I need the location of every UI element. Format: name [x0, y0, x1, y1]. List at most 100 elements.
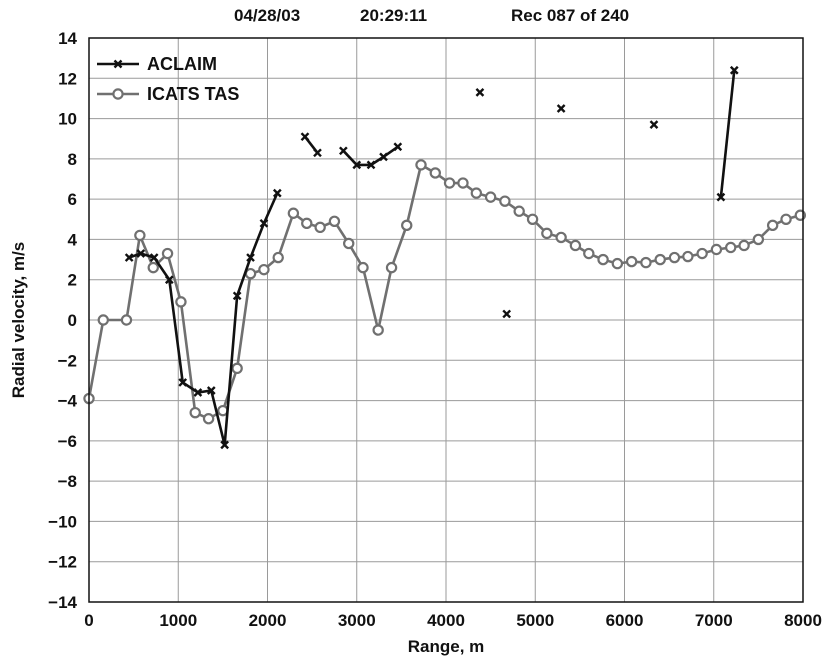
y-tick-label: −4: [58, 392, 78, 411]
aclaim-point: [246, 253, 255, 262]
icats-tas-point: [597, 253, 609, 266]
y-tick-label: −6: [58, 432, 77, 451]
icats-tas-point: [231, 362, 243, 375]
aclaim-point: [232, 291, 242, 301]
y-tick-label: −12: [48, 553, 77, 572]
aclaim-point: [300, 132, 310, 142]
icats-tas-point: [301, 217, 313, 230]
aclaim-marker-stroke: [220, 440, 230, 450]
icats-tas-point: [372, 324, 384, 336]
aclaim-marker-stroke: [502, 309, 512, 319]
aclaim-marker-stroke: [193, 388, 203, 397]
aclaim-marker-stroke: [149, 253, 159, 262]
icats-tas-point: [161, 247, 174, 260]
aclaim-point: [206, 386, 216, 395]
icats-tas-point: [752, 233, 765, 246]
icats-tas-point: [147, 261, 159, 274]
icats-tas-point: [258, 263, 270, 276]
icats-tas-point: [175, 296, 187, 308]
aclaim-point: [339, 146, 348, 156]
aclaim-marker-stroke: [649, 120, 659, 129]
icats-tas-point: [443, 177, 456, 189]
aclaim-point: [113, 59, 123, 69]
aclaim-marker-stroke: [556, 104, 566, 113]
aclaim-point: [502, 309, 512, 319]
x-axis-title: Range, m: [408, 637, 485, 656]
aclaim-point: [352, 160, 362, 170]
icats-tas-point: [780, 213, 792, 225]
aclaim-point: [178, 378, 188, 387]
aclaim-marker-stroke: [136, 249, 146, 258]
x-tick-label: 7000: [695, 611, 733, 630]
icats-tas-point: [385, 261, 398, 274]
header-time: 20:29:11: [360, 6, 428, 25]
aclaim-point: [164, 275, 174, 285]
x-tick-label: 0: [84, 611, 93, 630]
aclaim-point: [729, 65, 739, 75]
icats-tas-point: [415, 159, 427, 171]
icats-tas-point: [738, 239, 750, 252]
icats-tas-point: [541, 227, 553, 240]
aclaim-marker-stroke: [124, 253, 134, 262]
aclaim-marker-stroke: [259, 218, 269, 228]
icats-tas-point: [287, 207, 300, 219]
icats-tas-point: [328, 215, 341, 227]
aclaim-marker-stroke: [716, 192, 726, 202]
legend-icats-marker: [112, 88, 124, 100]
icats-tas-point: [134, 229, 146, 242]
aclaim-marker-stroke: [352, 160, 362, 170]
aclaim-marker-stroke: [164, 275, 174, 285]
y-tick-label: 2: [68, 271, 77, 290]
icats-tas-point: [484, 191, 497, 203]
icats-tas-point: [766, 219, 779, 232]
aclaim-point: [149, 253, 159, 262]
y-tick-label: 12: [58, 69, 77, 88]
aclaim-point: [649, 120, 659, 129]
aclaim-line: [719, 70, 736, 198]
icats-tas-point: [583, 247, 595, 260]
icats-tas-point: [555, 231, 567, 244]
icats-tas-point: [357, 261, 369, 274]
y-tick-label: 0: [68, 311, 77, 330]
x-tick-labels: 0 1000 2000 3000 4000 5000 6000 7000 8000: [84, 611, 822, 630]
icats-tas-point: [696, 247, 708, 260]
icats-tas-point: [457, 177, 469, 189]
icats-tas-point: [202, 413, 215, 425]
aclaim-point: [379, 152, 388, 162]
aclaim-marker-stroke: [313, 148, 322, 158]
icats-tas-line: [87, 162, 801, 421]
y-axis-title: Radial velocity, m/s: [9, 242, 28, 399]
x-tick-label: 5000: [516, 611, 554, 630]
aclaim-marker-stroke: [232, 291, 242, 301]
icats-tas-point: [429, 167, 441, 179]
series-layer: [83, 65, 807, 450]
header-date: 04/28/03: [234, 6, 301, 25]
aclaim-marker-stroke: [339, 146, 348, 156]
aclaim-line: [342, 145, 399, 167]
x-tick-label: 6000: [606, 611, 644, 630]
series-aclaim: [124, 65, 739, 450]
icats-tas-point: [569, 239, 582, 252]
aclaim-point: [124, 253, 134, 262]
x-tick-label: 3000: [338, 611, 376, 630]
y-tick-label: 14: [58, 29, 77, 48]
icats-tas-point: [526, 213, 539, 225]
icats-tas-point: [189, 406, 201, 419]
icats-tas-point: [682, 250, 694, 263]
aclaim-marker-stroke: [366, 160, 376, 170]
aclaim-marker-stroke: [393, 142, 403, 152]
y-tick-label: 8: [68, 150, 77, 169]
x-tick-label: 4000: [427, 611, 465, 630]
aclaim-marker-stroke: [178, 378, 188, 387]
aclaim-point: [136, 249, 146, 258]
aclaim-marker-stroke: [300, 132, 310, 142]
y-tick-label: 4: [68, 230, 78, 249]
y-tick-labels: −14 −12 −10 −8 −6 −4 −2 0 2 4 6 8 10 12 14: [48, 29, 77, 612]
icats-tas-point: [668, 251, 681, 264]
aclaim-point: [313, 148, 322, 158]
aclaim-point: [716, 192, 726, 202]
icats-tas-point: [499, 195, 511, 207]
aclaim-marker-stroke: [475, 88, 485, 97]
x-tick-label: 8000: [784, 611, 822, 630]
icats-tas-point: [513, 205, 525, 217]
